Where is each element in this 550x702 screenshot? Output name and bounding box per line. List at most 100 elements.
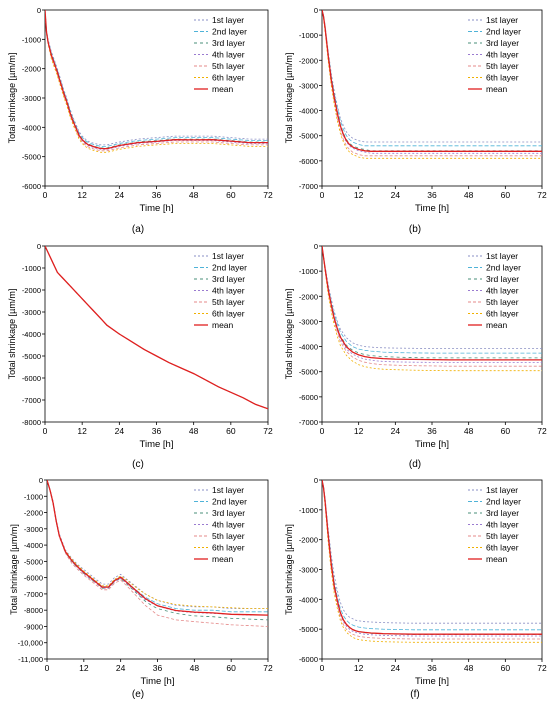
x-tick-label: 0: [45, 663, 50, 673]
series-line-1st-layer: [45, 10, 268, 146]
x-tick-label: 0: [320, 190, 325, 200]
series-line-5th-layer: [45, 10, 268, 152]
legend-entry: mean: [212, 84, 234, 94]
x-axis-label: Time [h]: [140, 203, 174, 214]
y-axis-label: Total shrinkage [µm/m]: [284, 53, 294, 144]
legend-entry: 4th layer: [486, 50, 519, 60]
x-tick-label: 0: [43, 426, 48, 436]
x-tick-label: 72: [537, 426, 547, 436]
panel-label: (e): [132, 689, 144, 700]
x-tick-label: 72: [537, 190, 547, 200]
y-tick-label: 0: [37, 242, 41, 251]
legend-entry: 3rd layer: [212, 274, 245, 284]
legend-entry: 1st layer: [212, 485, 244, 495]
plot-frame: [321, 245, 543, 423]
series-line-5th-layer: [322, 10, 542, 157]
series-line-5th-layer: [322, 246, 542, 367]
legend-entry: 3rd layer: [486, 508, 519, 518]
x-axis-label: Time [h]: [415, 203, 449, 214]
panel-label: (f): [410, 689, 419, 700]
x-tick-label: 0: [320, 663, 325, 673]
x-tick-label: 36: [427, 426, 437, 436]
x-tick-label: 36: [153, 663, 163, 673]
x-axis-label: Time [h]: [415, 676, 449, 687]
y-tick-label: -1000: [299, 31, 318, 40]
y-tick-label: -8000: [22, 418, 41, 427]
y-tick-label: -3000: [24, 525, 43, 534]
series-line-6th-layer: [322, 246, 542, 372]
legend-entry: mean: [486, 320, 508, 330]
y-tick-label: -6000: [22, 374, 41, 383]
legend-entry: 1st layer: [212, 251, 244, 261]
series-line-mean: [45, 10, 268, 150]
legend-entry: mean: [486, 554, 508, 564]
y-tick-label: -4000: [24, 541, 43, 550]
y-tick-label: -7000: [22, 396, 41, 405]
y-tick-label: -7000: [24, 590, 43, 599]
y-tick-label: -2000: [24, 509, 43, 518]
y-tick-label: -5000: [299, 625, 318, 634]
legend-entry: 5th layer: [212, 61, 245, 71]
legend-entry: 5th layer: [486, 297, 519, 307]
x-tick-label: 60: [226, 190, 236, 200]
legend-entry: 3rd layer: [486, 38, 519, 48]
legend-entry: 5th layer: [212, 297, 245, 307]
legend-entry: 5th layer: [212, 531, 245, 541]
x-tick-label: 48: [464, 663, 474, 673]
y-tick-label: -3000: [299, 317, 318, 326]
y-tick-label: -5000: [24, 557, 43, 566]
series-line-2nd-layer: [322, 246, 542, 354]
y-tick-label: -8000: [24, 606, 43, 615]
panel-label: (a): [132, 224, 144, 235]
series-line-mean: [322, 246, 542, 361]
x-tick-label: 36: [152, 426, 162, 436]
y-tick-label: -3000: [299, 566, 318, 575]
x-tick-label: 24: [116, 663, 126, 673]
x-tick-label: 60: [226, 426, 236, 436]
x-tick-label: 72: [263, 426, 273, 436]
legend-entry: mean: [212, 320, 234, 330]
panel-label: (c): [132, 459, 144, 470]
legend-entry: 6th layer: [486, 543, 519, 553]
y-tick-label: 0: [314, 242, 318, 251]
series-line-2nd-layer: [45, 10, 268, 147]
legend-entry: 6th layer: [486, 73, 519, 83]
x-tick-label: 12: [354, 190, 364, 200]
y-axis-label: Total shrinkage [µm/m]: [9, 524, 19, 615]
legend-entry: 5th layer: [486, 61, 519, 71]
x-tick-label: 24: [391, 190, 401, 200]
series-line-mean: [45, 246, 268, 410]
y-tick-label: -1000: [24, 492, 43, 501]
series-line-mean: [47, 480, 268, 616]
y-tick-label: -4000: [299, 107, 318, 116]
y-tick-label: -7000: [299, 418, 318, 427]
x-tick-label: 72: [537, 663, 547, 673]
x-tick-label: 48: [189, 426, 199, 436]
x-tick-label: 12: [354, 426, 364, 436]
y-tick-label: 0: [314, 476, 318, 485]
y-tick-label: -6000: [24, 574, 43, 583]
y-tick-label: 0: [37, 6, 41, 15]
y-tick-label: -1000: [299, 267, 318, 276]
legend-entry: 1st layer: [486, 251, 518, 261]
legend-entry: mean: [212, 554, 234, 564]
series-line-6th-layer: [322, 480, 542, 643]
series-line-mean: [322, 480, 542, 635]
legend-entry: 6th layer: [212, 543, 245, 553]
x-tick-label: 48: [464, 426, 474, 436]
y-tick-label: -7000: [299, 182, 318, 191]
y-tick-label: -2000: [22, 286, 41, 295]
y-tick-label: -6000: [299, 157, 318, 166]
x-tick-label: 0: [320, 426, 325, 436]
series-line-6th-layer: [45, 10, 268, 153]
y-axis-label: Total shrinkage [µm/m]: [284, 289, 294, 380]
y-tick-label: -9000: [24, 622, 43, 631]
series-line-6th-layer: [322, 10, 542, 159]
plot-frame: [321, 479, 543, 660]
x-tick-label: 48: [464, 190, 474, 200]
x-tick-label: 36: [152, 190, 162, 200]
